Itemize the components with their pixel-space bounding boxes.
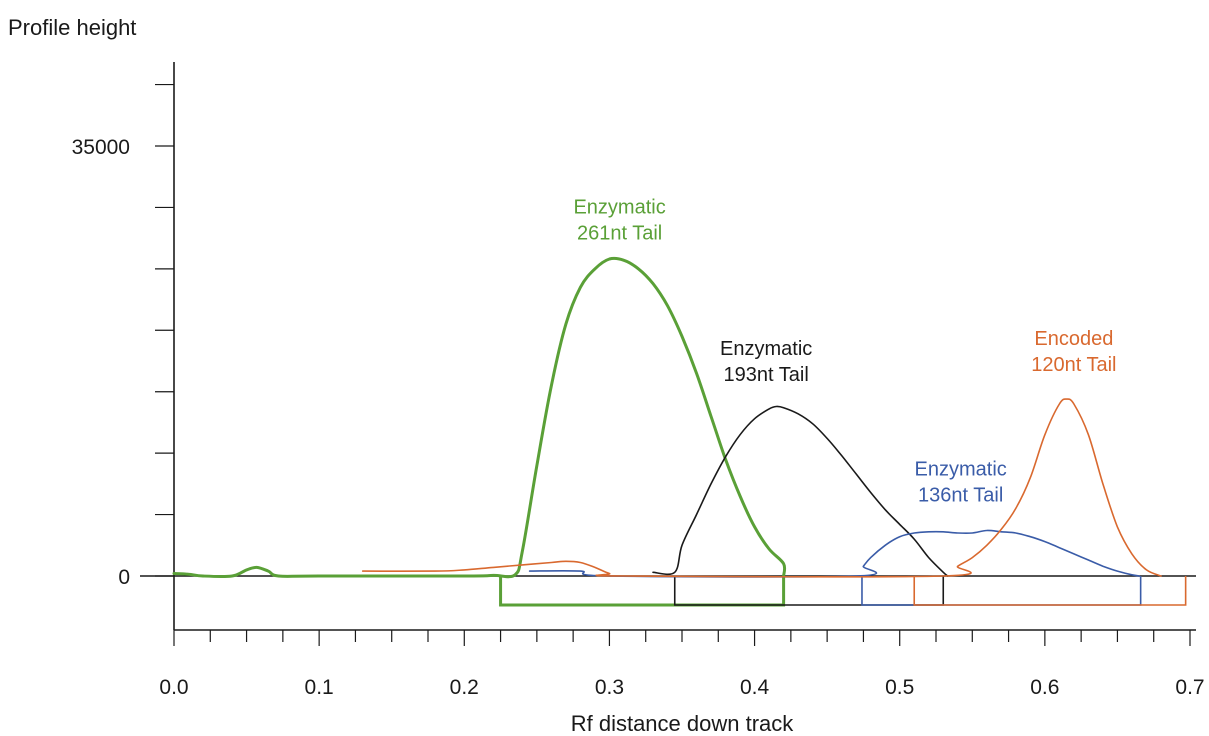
annotation-line: 261nt Tail <box>577 223 662 245</box>
series-annotation: Enzymatic 193nt Tail <box>720 338 812 386</box>
y-tick-label: 0 <box>118 566 130 589</box>
interval-brackets <box>499 576 1187 607</box>
x-tick-label: 0.3 <box>595 676 624 699</box>
annotation-line: 120nt Tail <box>1031 354 1116 376</box>
x-tick-label: 0.5 <box>885 676 914 699</box>
series-line <box>528 529 1140 578</box>
interval-bracket <box>913 576 1187 606</box>
y-axis-title: Profile height <box>8 15 136 40</box>
annotation-line: Enzymatic <box>573 197 665 219</box>
annotation-line: 136nt Tail <box>918 484 1003 506</box>
annotation-line: Encoded <box>1034 328 1113 350</box>
interval-bracket <box>861 576 1142 606</box>
series-annotation: Encoded 120nt Tail <box>1031 328 1116 376</box>
series-annotation: Enzymatic 261nt Tail <box>573 197 665 245</box>
series-lines <box>172 256 1162 579</box>
tick-labels: 0.0 0.1 0.2 0.3 0.4 0.5 0.6 0.7 0 35000 <box>72 136 1205 699</box>
x-tick-label: 0.7 <box>1175 676 1204 699</box>
series-annotation: Enzymatic 136nt Tail <box>915 458 1007 506</box>
series-line <box>652 405 949 577</box>
x-axis-title: Rf distance down track <box>571 711 795 736</box>
series-line <box>172 256 787 579</box>
interval-bracket <box>673 576 945 606</box>
series-line <box>361 398 1162 578</box>
annotation-line: Enzymatic <box>915 458 1007 480</box>
y-tick-label: 35000 <box>72 136 130 159</box>
x-tick-label: 0.4 <box>740 676 770 699</box>
interval-bracket <box>499 576 786 607</box>
x-tick-label: 0.2 <box>450 676 479 699</box>
x-tick-label: 0.0 <box>159 676 188 699</box>
annotation-line: 193nt Tail <box>724 364 809 386</box>
x-tick-label: 0.1 <box>305 676 334 699</box>
annotation-line: Enzymatic <box>720 338 812 360</box>
x-tick-label: 0.6 <box>1030 676 1059 699</box>
